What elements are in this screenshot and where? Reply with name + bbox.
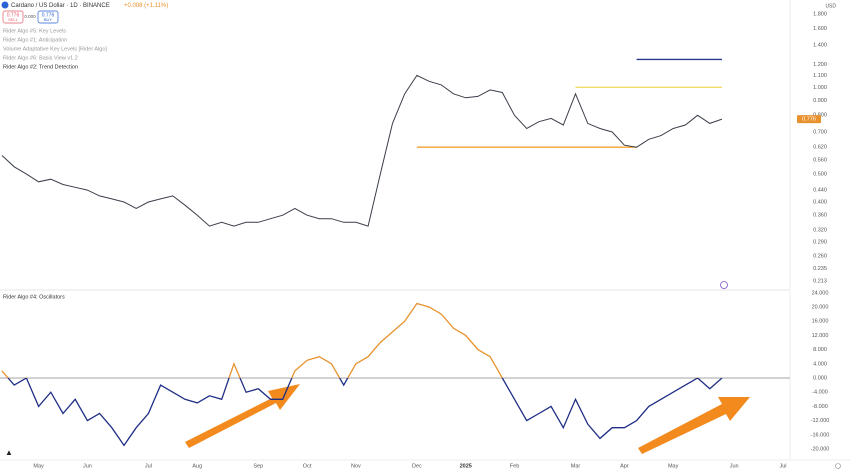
y-tick-label: 0.290 bbox=[813, 240, 827, 246]
y-tick-label: -16.000 bbox=[811, 432, 830, 438]
x-tick-label: Jun bbox=[83, 463, 92, 469]
y-tick-label: 0.440 bbox=[813, 188, 827, 194]
y-tick-label: 0.360 bbox=[813, 213, 827, 219]
y-tick-label: 1.400 bbox=[813, 43, 827, 49]
y-tick-label: 1.000 bbox=[813, 85, 827, 91]
buy-label: BUY bbox=[44, 17, 53, 22]
y-tick-label: 1.600 bbox=[813, 26, 827, 32]
x-tick-label: Jun bbox=[730, 463, 739, 469]
annotation-arrow bbox=[638, 397, 750, 454]
buy-button[interactable] bbox=[37, 10, 59, 24]
price-line bbox=[1, 74, 723, 227]
y-tick-label: 0.235 bbox=[813, 266, 827, 272]
currency: USD bbox=[825, 3, 836, 9]
y-tick-label: 0.500 bbox=[813, 172, 827, 178]
x-tick-label: Oct bbox=[303, 463, 312, 469]
last-price-tag bbox=[797, 115, 821, 124]
x-tick-label: Aug bbox=[192, 463, 202, 469]
y-tick-label: 16.000 bbox=[812, 319, 829, 325]
x-tick-label: Sep bbox=[253, 463, 263, 469]
y-tick-label: -8.000 bbox=[812, 404, 828, 410]
pane-title: Rider Algo #4: Oscillators bbox=[3, 294, 65, 300]
y-tick-label: 0.260 bbox=[813, 253, 827, 259]
oscillator-line bbox=[1, 302, 723, 379]
y-tick-label: 0.620 bbox=[813, 145, 827, 151]
y-tick-label: 4.000 bbox=[813, 361, 827, 367]
price-change: +0.008 (+1.11%) bbox=[124, 3, 168, 9]
y-tick-label: 0.560 bbox=[813, 157, 827, 163]
logo: ▲ bbox=[5, 448, 13, 457]
sell-button[interactable] bbox=[2, 10, 24, 24]
y-tick-label: -20.000 bbox=[811, 446, 830, 452]
x-tick-label: Jul bbox=[779, 463, 786, 469]
y-tick-label: 12.000 bbox=[812, 333, 829, 339]
x-tick-label: Jul bbox=[145, 463, 152, 469]
indicator-label: Rider Algo #1: Anticipation bbox=[3, 37, 67, 43]
x-tick-label: May bbox=[33, 463, 44, 469]
x-tick-label: Dec bbox=[412, 463, 422, 469]
y-tick-label: 0.213 bbox=[813, 278, 827, 284]
symbol-logo bbox=[1, 1, 9, 9]
indicator-label: Rider Algo #5: Key Levels bbox=[3, 28, 66, 34]
x-tick-label: Nov bbox=[351, 463, 361, 469]
x-tick-label: May bbox=[668, 463, 679, 469]
buy-price: 0.776 bbox=[42, 12, 55, 18]
settings-icon[interactable] bbox=[835, 463, 841, 469]
last-price-label: 0.776 bbox=[802, 117, 816, 123]
y-tick-label: 0.320 bbox=[813, 227, 827, 233]
y-tick-label: 1.200 bbox=[813, 62, 827, 68]
y-tick-label: 0.900 bbox=[813, 98, 827, 104]
oscillator-line bbox=[7, 378, 723, 447]
indicator-label: Volume Adaptative Key Levels [Rider Algo… bbox=[3, 46, 107, 52]
y-tick-label: -12.000 bbox=[811, 418, 830, 424]
x-tick-label: Apr bbox=[620, 463, 629, 469]
replay-icon[interactable] bbox=[720, 281, 728, 289]
y-tick-label: 0.700 bbox=[813, 129, 827, 135]
indicator-label: Rider Algo #2: Trend Detection bbox=[3, 64, 78, 70]
y-tick-label: 1.800 bbox=[813, 11, 827, 17]
y-tick-label: 20.000 bbox=[812, 304, 829, 310]
x-tick-label: Mar bbox=[571, 463, 581, 469]
y-tick-label: 0.000 bbox=[813, 375, 827, 381]
sell-label: SELL bbox=[8, 17, 19, 22]
y-tick-label: 0.400 bbox=[813, 199, 827, 205]
y-tick-label: -4.000 bbox=[812, 390, 828, 396]
annotation-arrow bbox=[185, 384, 300, 448]
y-tick-label: 8.000 bbox=[813, 347, 827, 353]
x-tick-label: 2025 bbox=[460, 463, 472, 469]
spread: 0.000 bbox=[24, 14, 36, 19]
y-tick-label: 24.000 bbox=[812, 290, 829, 296]
indicator-label: Rider Algo #6: Basis View v1.2 bbox=[3, 55, 78, 61]
sell-price: 0.776 bbox=[7, 12, 20, 18]
symbol-title: Cardano / US Dollar · 1D · BINANCE bbox=[11, 3, 110, 9]
y-tick-label: 1.100 bbox=[813, 73, 827, 79]
x-tick-label: Feb bbox=[510, 463, 519, 469]
